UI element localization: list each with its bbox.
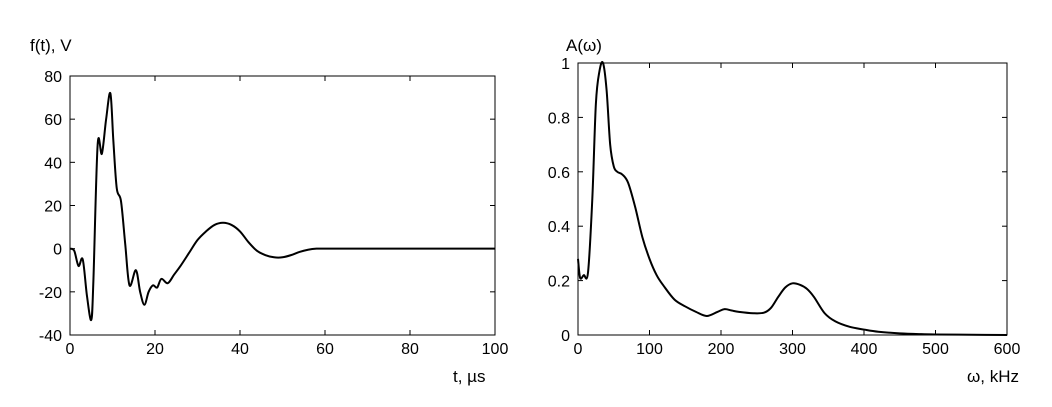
- y-tick-label: 0.8: [548, 110, 570, 127]
- y-tick-label: 0: [561, 328, 570, 345]
- series-line: [577, 60, 1008, 336]
- x-tick-label: 100: [482, 341, 509, 358]
- time-domain-chart: f(t), V 0 20 40 60 80 100 -40 -20 0 20 40 60 80 t, µ…: [30, 36, 508, 386]
- x-tick-label: 0: [66, 341, 75, 358]
- y-tick-label: 1: [561, 56, 570, 73]
- x-tick-label: 400: [851, 341, 878, 358]
- x-axis-label: t, µs: [453, 367, 485, 386]
- x-tick-label: 200: [708, 341, 735, 358]
- y-tick-label: 40: [44, 155, 62, 172]
- x-tick-label: 20: [146, 341, 164, 358]
- x-tick-label: 100: [636, 341, 663, 358]
- x-tick-label: 40: [231, 341, 249, 358]
- x-tick-label: 300: [779, 341, 806, 358]
- x-tick-label: 500: [922, 341, 949, 358]
- y-tick-label: 0.2: [548, 274, 570, 291]
- y-tick-label: 0.4: [548, 219, 570, 236]
- plot-area-frame: [69, 75, 496, 336]
- y-tick-label: 20: [44, 199, 62, 216]
- x-axis-label: ω, kHz: [967, 367, 1019, 386]
- tick-labels: 0 20 40 60 80 100 -40 -20 0 20 40 60 80: [39, 69, 509, 358]
- y-axis-label: A(ω): [566, 36, 602, 55]
- frequency-domain-chart: A(ω) 0 100 200 300 400 500 600 0 0.2 0.4 0.6 0.8 1 ω…: [548, 36, 1021, 386]
- plot-area-frame: [577, 62, 1008, 336]
- y-tick-label: -40: [39, 328, 62, 345]
- x-tick-label: 0: [574, 341, 583, 358]
- ticks: [69, 75, 496, 336]
- series-line: [69, 91, 495, 322]
- x-tick-label: 600: [994, 341, 1021, 358]
- y-tick-label: 0: [53, 242, 62, 259]
- ticks: [577, 62, 1008, 336]
- y-tick-label: 0.6: [548, 165, 570, 182]
- x-tick-label: 80: [401, 341, 419, 358]
- y-tick-label: 60: [44, 112, 62, 129]
- y-axis-label: f(t), V: [30, 36, 72, 55]
- y-tick-label: 80: [44, 69, 62, 86]
- y-tick-label: -20: [39, 285, 62, 302]
- x-tick-label: 60: [316, 341, 334, 358]
- tick-labels: 0 100 200 300 400 500 600 0 0.2 0.4 0.6 0.8 1: [548, 56, 1021, 358]
